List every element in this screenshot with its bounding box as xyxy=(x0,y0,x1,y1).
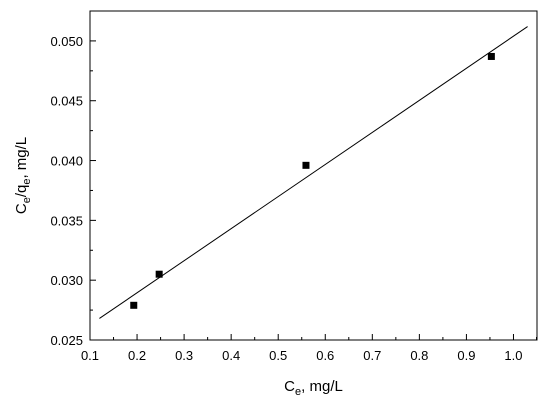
x-tick-label: 0.1 xyxy=(81,348,99,363)
y-tick-label: 0.025 xyxy=(50,333,83,348)
fit-line xyxy=(99,26,528,319)
y-tick-label: 0.045 xyxy=(50,94,83,109)
data-points xyxy=(130,52,495,309)
x-tick-label: 0.6 xyxy=(316,348,334,363)
x-tick-label: 0.3 xyxy=(175,348,193,363)
x-tick-label: 0.9 xyxy=(457,348,475,363)
y-tick-label: 0.040 xyxy=(50,154,83,169)
data-point xyxy=(302,161,310,169)
x-tick-label: 0.2 xyxy=(128,348,146,363)
x-axis: 0.1 0.2 0.3 0.4 0.5 0.6 0.7 0.8 0.9 1.0 xyxy=(81,334,537,363)
data-point xyxy=(155,270,163,278)
x-tick-label: 0.8 xyxy=(410,348,428,363)
plot-frame xyxy=(89,10,538,341)
y-axis: 0.025 0.030 0.035 0.040 0.045 0.050 xyxy=(50,34,96,348)
x-tick-label: 0.4 xyxy=(222,348,240,363)
x-tick-label: 1.0 xyxy=(504,348,522,363)
x-axis-title: Ce, mg/L xyxy=(284,378,343,398)
x-tick-label: 0.7 xyxy=(363,348,381,363)
y-tick-label: 0.050 xyxy=(50,34,83,49)
x-tick-label: 0.5 xyxy=(269,348,287,363)
y-tick-label: 0.035 xyxy=(50,213,83,228)
y-axis-title: Ce/qe, mg/L xyxy=(13,137,33,214)
y-tick-label: 0.030 xyxy=(50,273,83,288)
data-point xyxy=(487,52,495,60)
data-point xyxy=(130,301,138,309)
